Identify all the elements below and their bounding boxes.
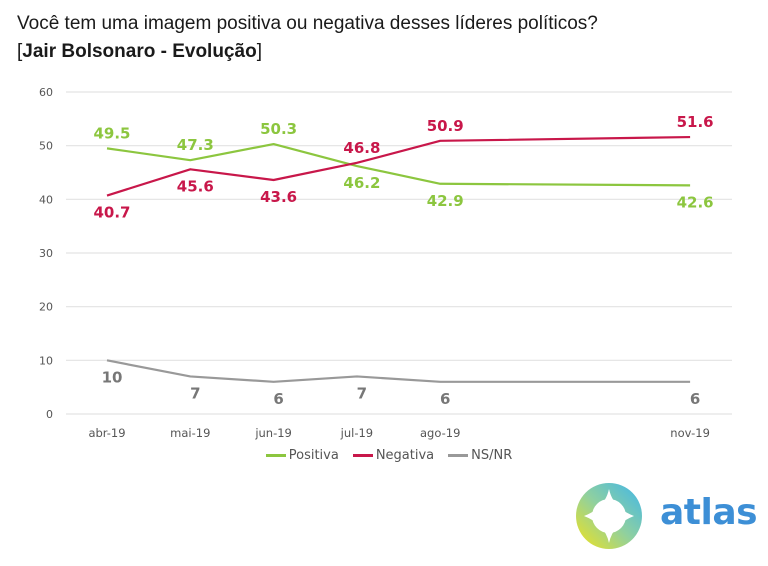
x-tick-label: nov-19 [670, 426, 710, 440]
x-tick-label: jun-19 [254, 426, 292, 440]
x-tick-label: jul-19 [340, 426, 373, 440]
data-label: 49.5 [93, 124, 130, 142]
atlas-logo-icon [576, 483, 642, 549]
title-line-2: [Jair Bolsonaro - Evolução] [17, 38, 598, 66]
data-label: 46.8 [343, 139, 380, 157]
x-tick-label: ago-19 [420, 426, 460, 440]
data-label: 6 [273, 390, 283, 408]
y-tick-label: 10 [39, 354, 53, 367]
data-label: 45.6 [177, 177, 214, 195]
x-tick-label: mai-19 [170, 426, 210, 440]
data-label: 10 [102, 368, 123, 386]
data-label: 42.9 [427, 192, 464, 210]
y-tick-label: 40 [39, 193, 53, 206]
data-label: 7 [357, 384, 367, 402]
legend-item-nsnr: NS/NR [448, 448, 512, 463]
series-line-negativa [106, 135, 691, 197]
data-label: 51.6 [677, 113, 714, 131]
data-label: 47.3 [177, 136, 214, 154]
series-line-positiva [106, 142, 691, 187]
legend-swatch-nsnr [448, 454, 469, 457]
y-tick-label: 0 [46, 408, 53, 421]
title-bracket-close: ] [256, 41, 262, 62]
legend: Positiva Negativa NS/NR [0, 448, 768, 463]
series-line-nsnr [106, 359, 691, 383]
data-label: 50.9 [427, 117, 464, 135]
legend-label-nsnr: NS/NR [471, 448, 513, 463]
data-label: 42.6 [677, 193, 714, 211]
data-label: 46.2 [343, 174, 380, 192]
y-tick-label: 20 [39, 301, 53, 314]
legend-swatch-negativa [352, 454, 373, 457]
atlas-logo-text: atlas [660, 492, 758, 533]
chart-title: Você tem uma imagem positiva ou negativa… [17, 10, 598, 66]
data-label: 7 [190, 384, 200, 402]
title-subject: Jair Bolsonaro - Evolução [22, 41, 257, 62]
y-tick-label: 30 [39, 247, 53, 260]
data-label: 40.7 [93, 204, 130, 222]
legend-item-negativa: Negativa [352, 448, 435, 463]
title-bracket-open: [ [17, 41, 23, 62]
data-label: 50.3 [260, 120, 297, 138]
y-tick-label: 50 [39, 140, 53, 153]
legend-label-negativa: Negativa [375, 448, 435, 463]
legend-label-positiva: Positiva [288, 448, 339, 463]
data-label: 43.6 [260, 188, 297, 206]
x-tick-label: abr-19 [88, 426, 125, 440]
data-label: 6 [690, 390, 700, 408]
y-tick-label: 60 [39, 86, 53, 99]
legend-swatch-positiva [265, 454, 286, 457]
data-label: 6 [440, 390, 450, 408]
legend-item-positiva: Positiva [265, 448, 339, 463]
title-line-1: Você tem uma imagem positiva ou negativa… [17, 13, 598, 34]
